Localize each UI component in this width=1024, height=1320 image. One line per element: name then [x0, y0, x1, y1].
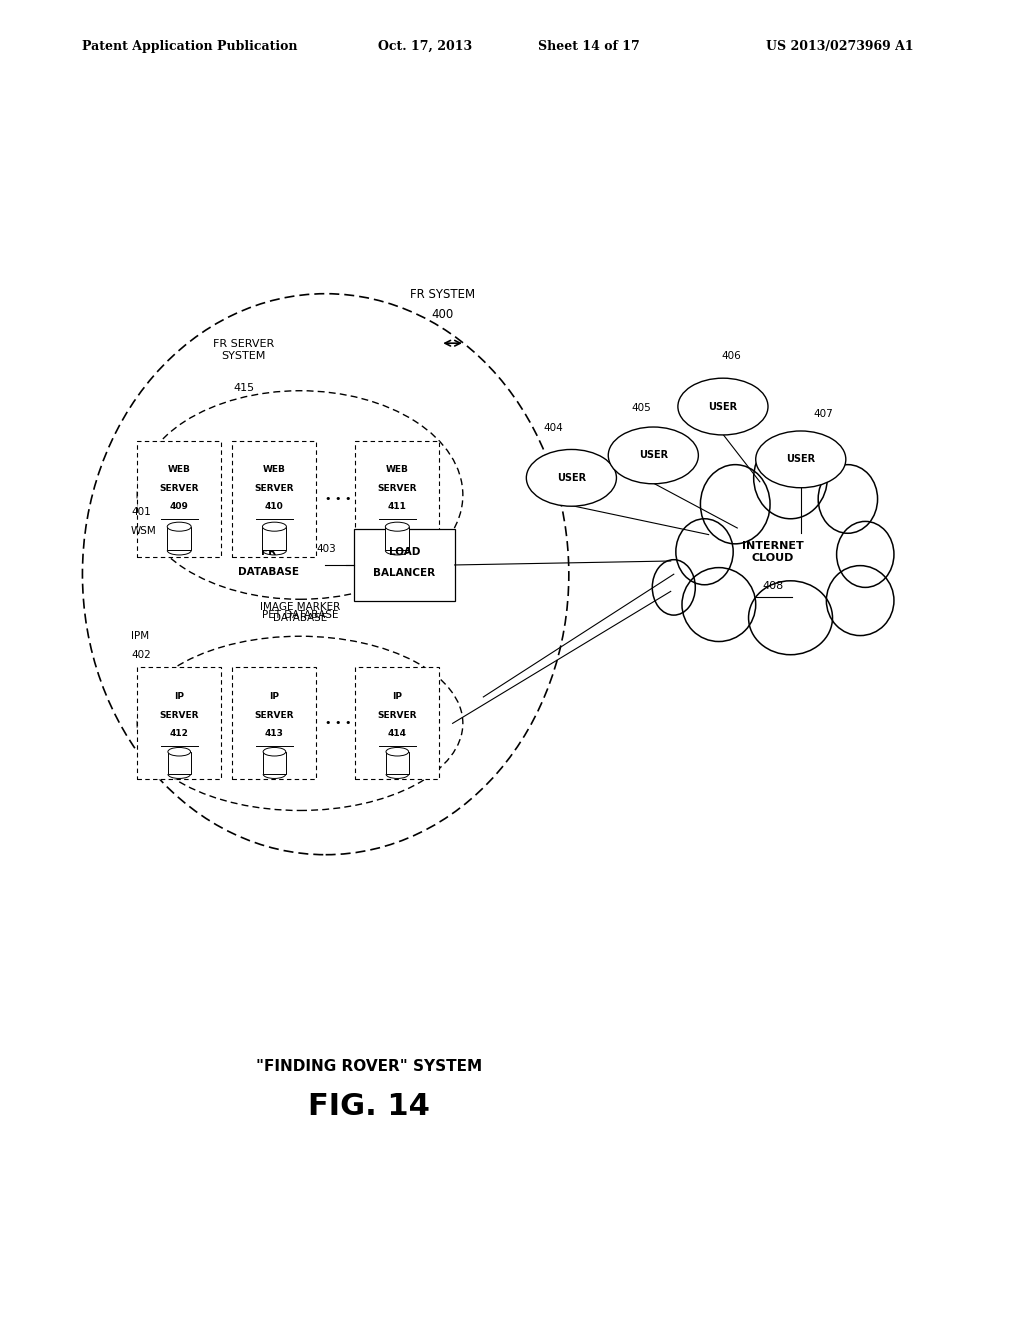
Ellipse shape [678, 379, 768, 436]
Ellipse shape [749, 581, 833, 655]
Text: FR SYSTEM: FR SYSTEM [410, 288, 475, 301]
Text: IPM: IPM [131, 631, 150, 642]
Text: FR SERVER
SYSTEM: FR SERVER SYSTEM [213, 339, 274, 360]
FancyBboxPatch shape [232, 441, 316, 557]
Text: SERVER: SERVER [255, 484, 294, 492]
Text: IP: IP [174, 693, 184, 701]
Text: SERVER: SERVER [378, 484, 417, 492]
Ellipse shape [167, 523, 191, 531]
Text: SERVER: SERVER [378, 711, 417, 719]
Ellipse shape [754, 437, 827, 519]
Text: SERVER: SERVER [255, 711, 294, 719]
Bar [386, 751, 409, 774]
Text: 406: 406 [721, 351, 741, 362]
Text: SERVER: SERVER [160, 711, 199, 719]
Text: WEB: WEB [386, 466, 409, 474]
Text: BALANCER: BALANCER [374, 568, 435, 578]
Text: IP: IP [392, 693, 402, 701]
Ellipse shape [386, 747, 409, 756]
FancyBboxPatch shape [355, 441, 439, 557]
Text: 411: 411 [388, 503, 407, 511]
Text: 409: 409 [170, 503, 188, 511]
FancyBboxPatch shape [137, 441, 221, 557]
Ellipse shape [818, 465, 878, 533]
Ellipse shape [652, 560, 695, 615]
Text: 401: 401 [131, 507, 151, 517]
Text: USER: USER [639, 450, 668, 461]
Text: Patent Application Publication: Patent Application Publication [82, 40, 297, 53]
Text: PET DATABASE: PET DATABASE [262, 610, 338, 620]
Ellipse shape [385, 523, 410, 531]
Ellipse shape [756, 430, 846, 488]
Text: 412: 412 [170, 730, 188, 738]
Bar [385, 527, 410, 550]
Text: FR: FR [261, 546, 275, 557]
Text: WEB: WEB [168, 466, 190, 474]
FancyBboxPatch shape [137, 667, 221, 779]
Ellipse shape [168, 747, 190, 756]
Ellipse shape [837, 521, 894, 587]
Text: IP: IP [269, 693, 280, 701]
Ellipse shape [608, 428, 698, 483]
Text: 415: 415 [233, 383, 254, 393]
Ellipse shape [526, 449, 616, 507]
Text: USER: USER [557, 473, 586, 483]
FancyBboxPatch shape [355, 667, 439, 779]
Text: 402: 402 [131, 649, 151, 660]
Bar [167, 527, 191, 550]
FancyBboxPatch shape [354, 528, 455, 602]
Text: IMAGE MARKER
DATABASE: IMAGE MARKER DATABASE [260, 602, 340, 623]
Bar [263, 751, 286, 774]
Text: USER: USER [786, 454, 815, 465]
Text: 405: 405 [631, 403, 651, 413]
Text: "FINDING ROVER" SYSTEM: "FINDING ROVER" SYSTEM [256, 1059, 481, 1074]
Ellipse shape [262, 523, 287, 531]
Text: USER: USER [709, 401, 737, 412]
Text: WSM: WSM [131, 525, 157, 536]
Text: SERVER: SERVER [160, 484, 199, 492]
Text: 400: 400 [431, 308, 454, 321]
Bar [168, 751, 190, 774]
Text: FIG. 14: FIG. 14 [307, 1092, 430, 1121]
Text: US 2013/0273969 A1: US 2013/0273969 A1 [766, 40, 913, 53]
Text: 403: 403 [316, 544, 336, 554]
Text: WEB: WEB [263, 466, 286, 474]
Text: Oct. 17, 2013: Oct. 17, 2013 [378, 40, 472, 53]
Ellipse shape [676, 519, 733, 585]
Text: 404: 404 [543, 422, 563, 433]
Text: 408: 408 [763, 581, 783, 591]
Text: INTERNET
CLOUD: INTERNET CLOUD [742, 541, 804, 562]
Text: 414: 414 [388, 730, 407, 738]
Bar [262, 527, 287, 550]
Ellipse shape [826, 565, 894, 635]
Ellipse shape [700, 465, 770, 544]
Text: • • •: • • • [325, 494, 351, 504]
Text: • • •: • • • [325, 718, 351, 729]
Ellipse shape [263, 747, 286, 756]
Text: DATABASE: DATABASE [238, 566, 299, 577]
Text: Sheet 14 of 17: Sheet 14 of 17 [538, 40, 640, 53]
Text: 410: 410 [265, 503, 284, 511]
Ellipse shape [682, 568, 756, 642]
Text: 407: 407 [813, 409, 834, 420]
Text: LOAD: LOAD [389, 546, 420, 557]
Text: 413: 413 [265, 730, 284, 738]
FancyBboxPatch shape [232, 667, 316, 779]
